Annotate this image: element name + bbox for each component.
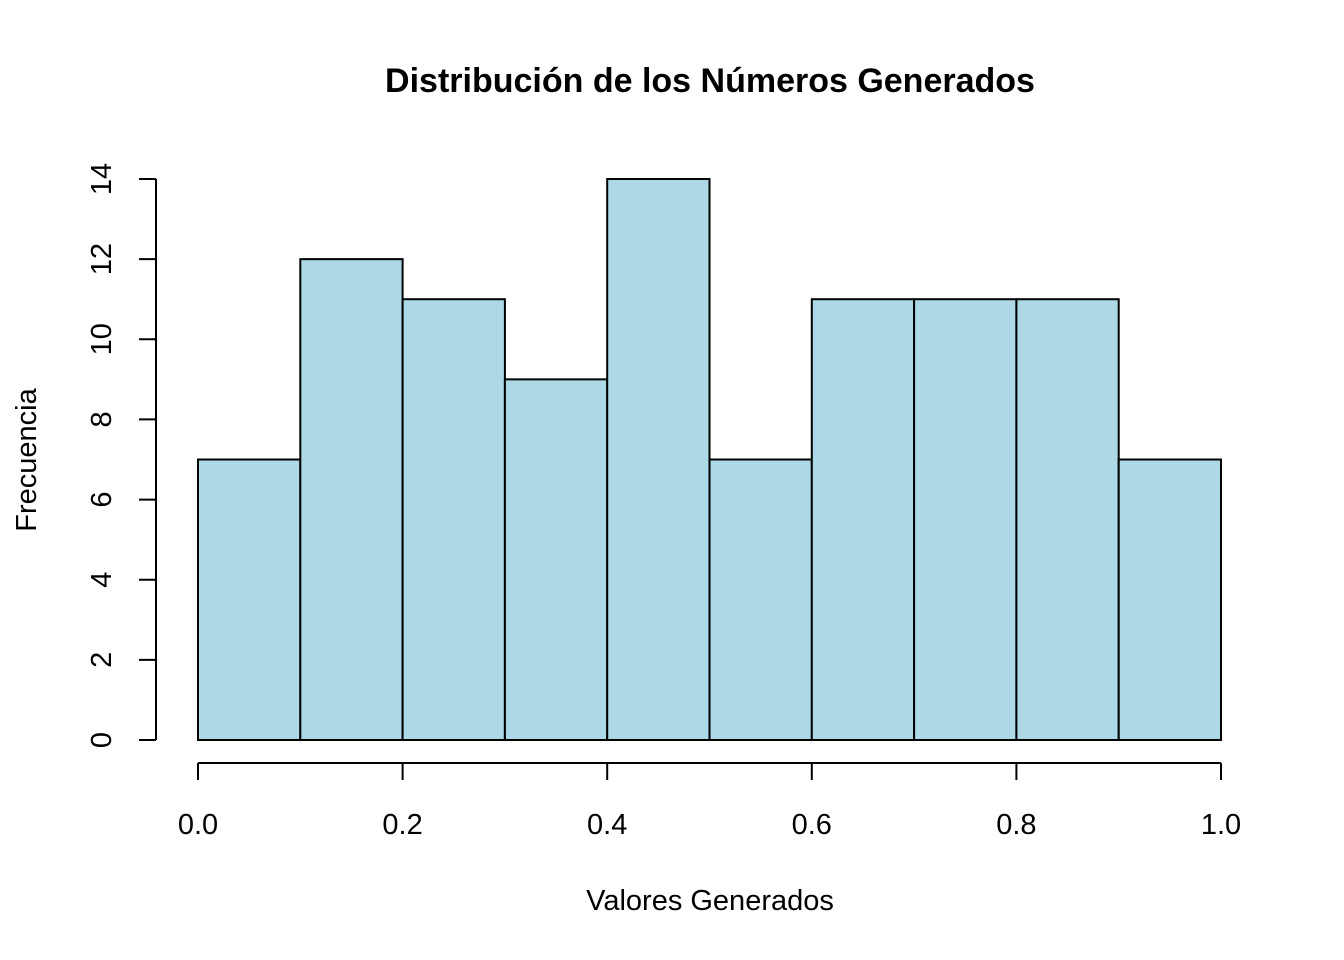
histogram-bar [299,258,404,741]
histogram-bar [197,458,302,741]
histogram-bar [606,178,711,741]
histogram-bar [1015,298,1120,741]
y-tick-label: 2 [86,652,118,668]
x-tick-label: 0.0 [178,809,218,841]
y-tick-label: 0 [86,732,118,748]
chart-title: Distribución de los Números Generados [385,62,1035,100]
x-axis-title: Valores Generados [586,885,834,917]
y-axis: 0 2 4 6 8 10 12 14 [86,163,157,748]
x-tick-label: 0.8 [996,809,1036,841]
x-tick-label: 0.6 [792,809,832,841]
histogram-bar [401,298,506,741]
x-axis: 0.0 0.2 0.4 0.6 0.8 1.0 [178,762,1241,841]
x-tick-label: 0.2 [382,809,422,841]
histogram-bar [810,298,916,741]
histogram-bar [503,378,609,741]
y-axis-title: Frecuencia [11,387,43,531]
histogram-bar [1117,458,1222,741]
bars-group [197,178,1222,741]
x-tick-label: 1.0 [1201,809,1241,841]
y-tick-label: 8 [86,411,118,427]
histogram-bar [708,458,813,741]
y-tick-label: 12 [86,243,118,275]
y-tick-label: 6 [86,492,118,508]
x-tick-label: 0.4 [587,809,627,841]
y-tick-label: 14 [86,163,118,195]
histogram-bar [913,298,1018,741]
y-tick-label: 10 [86,323,118,355]
y-tick-label: 4 [86,572,118,588]
